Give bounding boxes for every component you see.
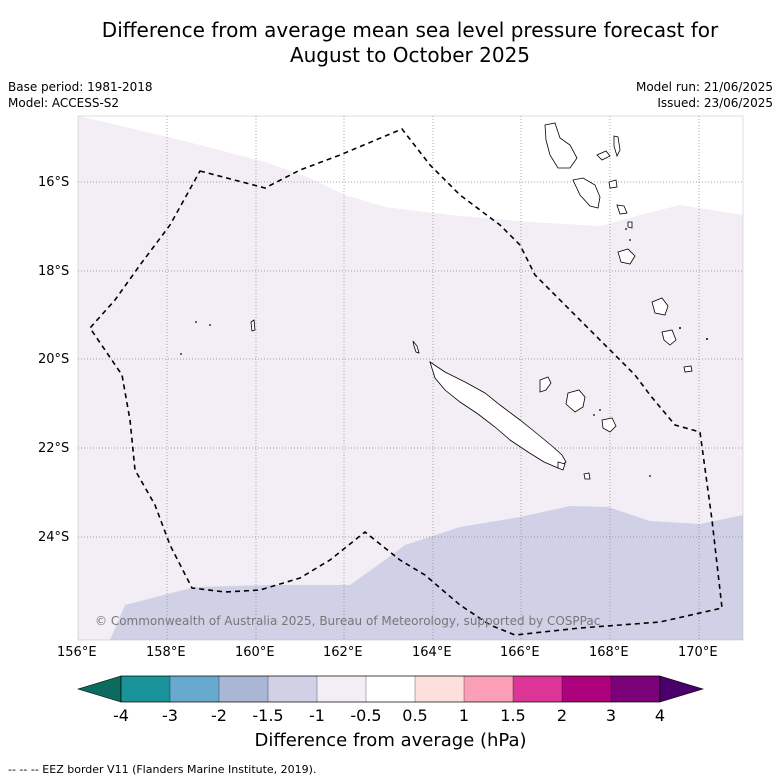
chesterfield-reef bbox=[250, 319, 256, 332]
colorbar-title: Difference from average (hPa) bbox=[254, 730, 527, 751]
colorbar-extend-high bbox=[659, 675, 705, 703]
efate-island bbox=[617, 248, 636, 265]
espiritu-santo-island bbox=[544, 122, 578, 169]
lon-label-158e: 158°E bbox=[146, 645, 186, 660]
colorbar-bin bbox=[610, 675, 661, 703]
colorbar-tick-label: -4 bbox=[113, 706, 129, 725]
colorbar-tick-label: -1.5 bbox=[252, 706, 284, 725]
colorbar-tick-label: 3 bbox=[605, 706, 617, 725]
colorbar-tick-label: -1 bbox=[309, 706, 325, 725]
meta-left: Base period: 1981-2018 Model: ACCESS-S2 bbox=[8, 79, 153, 111]
eez-border bbox=[88, 128, 723, 636]
lon-label-156e: 156°E bbox=[57, 645, 97, 660]
lon-label-170e: 170°E bbox=[678, 645, 718, 660]
lon-label-166e: 166°E bbox=[500, 645, 540, 660]
belep-islands bbox=[412, 340, 420, 354]
lifou-island bbox=[565, 389, 586, 413]
colorbar-bin bbox=[512, 675, 563, 703]
colorbar-tick-label: 2 bbox=[556, 706, 568, 725]
colorbar-bin bbox=[316, 675, 367, 703]
malakula-island bbox=[572, 177, 601, 209]
meta-right: Model run: 21/06/2025 Issued: 23/06/2025 bbox=[636, 79, 773, 111]
lon-label-164e: 164°E bbox=[412, 645, 452, 660]
colorbar-extend-low bbox=[76, 675, 122, 703]
eez-legend-note: -- -- -- EEZ border V11 (Flanders Marine… bbox=[8, 763, 317, 776]
tanna-island bbox=[661, 329, 677, 346]
colorbar bbox=[76, 675, 705, 703]
mare-island bbox=[601, 417, 617, 433]
lon-label-162e: 162°E bbox=[323, 645, 363, 660]
colorbar-tick-label: 1 bbox=[458, 706, 470, 725]
lon-label-160e: 160°E bbox=[235, 645, 275, 660]
colorbar-bins bbox=[120, 675, 661, 703]
colorbar-bin bbox=[365, 675, 416, 703]
colorbar-outline bbox=[120, 675, 661, 703]
title-line-2: August to October 2025 bbox=[289, 43, 531, 67]
erromango-island bbox=[651, 297, 669, 316]
colorbar-bin bbox=[267, 675, 318, 703]
map-title: Difference from average mean sea level p… bbox=[40, 18, 780, 68]
shepherd-island bbox=[627, 221, 633, 229]
lat-label-24s: 24°S bbox=[38, 530, 70, 545]
ouvea-island bbox=[539, 376, 552, 393]
lat-label-22s: 22°S bbox=[38, 441, 70, 456]
map-frame bbox=[77, 115, 744, 641]
lat-label-16s: 16°S bbox=[38, 175, 70, 190]
copyright-notice: © Commonwealth of Australia 2025, Bureau… bbox=[95, 614, 601, 628]
pentecost-island bbox=[613, 135, 621, 158]
ambrym-island bbox=[608, 179, 618, 189]
lat-label-20s: 20°S bbox=[38, 352, 70, 367]
ambae-island bbox=[596, 150, 611, 161]
base-period: Base period: 1981-2018 bbox=[8, 80, 153, 94]
title-line-1: Difference from average mean sea level p… bbox=[101, 18, 719, 42]
colorbar-bin bbox=[169, 675, 220, 703]
colorbar-bin bbox=[218, 675, 269, 703]
colorbar-bin bbox=[120, 675, 171, 703]
colorbar-tick-label: -0.5 bbox=[350, 706, 382, 725]
colorbar-bin bbox=[561, 675, 612, 703]
epi-island bbox=[616, 204, 628, 215]
graticule bbox=[78, 116, 743, 640]
issued-date: Issued: 23/06/2025 bbox=[657, 96, 773, 110]
colorbar-bin bbox=[463, 675, 514, 703]
model-name: Model: ACCESS-S2 bbox=[8, 96, 120, 110]
isle-of-pines bbox=[557, 461, 566, 471]
anomaly-region-dark bbox=[110, 506, 743, 640]
map-area bbox=[78, 116, 743, 640]
colorbar-bin bbox=[414, 675, 465, 703]
colorbar-tick-label: -2 bbox=[211, 706, 227, 725]
colorbar-tick-label: -3 bbox=[162, 706, 178, 725]
model-run: Model run: 21/06/2025 bbox=[635, 80, 773, 94]
colorbar-tick-label: 4 bbox=[654, 706, 666, 725]
walpole-island bbox=[583, 472, 591, 480]
lon-label-168e: 168°E bbox=[589, 645, 629, 660]
small-islets bbox=[180, 228, 708, 477]
colorbar-tick-label: 0.5 bbox=[402, 706, 428, 725]
colorbar-tick-label: 1.5 bbox=[500, 706, 526, 725]
aneityum-island bbox=[683, 365, 693, 373]
lat-label-18s: 18°S bbox=[38, 264, 70, 279]
